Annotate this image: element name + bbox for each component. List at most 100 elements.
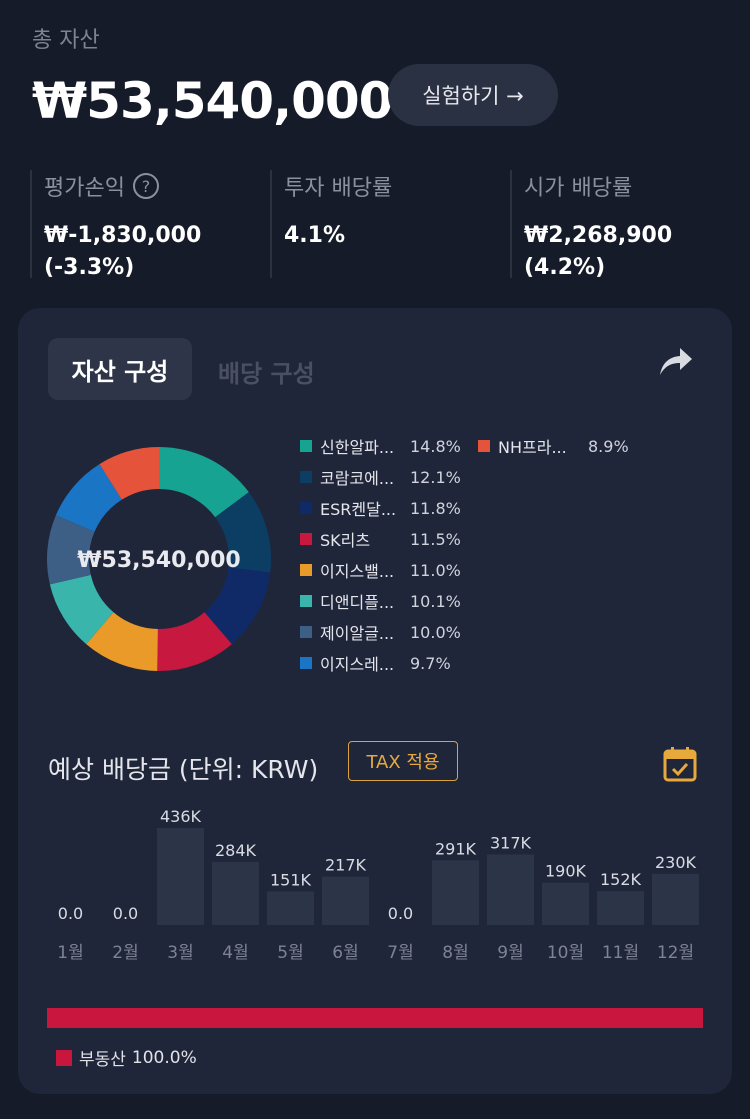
monthly-dividend-chart: 0.0 1월 0.0 2월 436K 3월 284K 4월 151K 5월 217K 6월 0.0 7월 2… [57, 807, 699, 963]
donut-slice-8[interactable] [99, 447, 159, 500]
legend-item: 디앤디플... 10.1% [300, 589, 461, 613]
legend-pct: 10.1% [410, 591, 461, 611]
legend-item: 이지스밸... 11.0% [300, 558, 461, 582]
sector-allocation-bar [47, 1008, 703, 1028]
stat-value: 4.1% [284, 223, 346, 248]
legend-pct: 11.5% [410, 529, 461, 549]
total-assets-value: ₩53,540,000 [32, 72, 393, 130]
dividend-bar[interactable] [542, 882, 589, 925]
legend-swatch [478, 440, 490, 452]
legend-swatch [300, 533, 312, 545]
sector-legend: 부동산 100.0% [56, 1045, 197, 1070]
month-label: 5월 [277, 943, 303, 963]
month-label: 1월 [57, 943, 83, 963]
share-icon[interactable] [658, 346, 694, 378]
legend-name: 디앤디플... [320, 593, 395, 612]
donut-center-value: ₩53,540,000 [77, 548, 241, 573]
donut-slice-0[interactable] [159, 447, 249, 518]
dividend-value-label: 152K [600, 870, 642, 889]
legend-name: 제이알글... [320, 624, 395, 643]
legend-pct: 14.8% [410, 436, 461, 456]
month-label: 9월 [497, 943, 523, 963]
legend-item: 제이알글... 10.0% [300, 620, 461, 644]
dividend-value-label: 0.0 [388, 904, 413, 923]
stat-label: 시가 배당률 [524, 176, 633, 201]
donut-slice-6[interactable] [47, 515, 95, 585]
legend-name: SK리츠 [320, 531, 371, 550]
legend-name: ESR켄달... [320, 500, 397, 519]
dividend-bar[interactable] [432, 860, 479, 925]
stat-label: 평가손익 [44, 176, 125, 201]
tab-dividend-composition[interactable]: 배당 구성 [218, 360, 315, 388]
asset-donut-chart [47, 447, 271, 671]
dividend-bar[interactable] [267, 891, 314, 925]
legend-pct: 11.8% [410, 498, 461, 518]
stat-market-yield: 시가 배당률 ₩2,268,900 (4.2%) [510, 170, 750, 280]
stat-investment-yield: 투자 배당률 4.1% [270, 170, 510, 278]
sector-label: 부동산 [79, 1050, 126, 1070]
portfolio-card: 자산 구성 배당 구성 ₩53,540,000 신한알파... 14.8% 코람코에… [18, 308, 732, 1094]
legend-name: 코람코에... [320, 469, 395, 488]
tax-applied-toggle[interactable]: TAX 적용 [348, 741, 458, 781]
donut-slice-4[interactable] [86, 612, 158, 671]
dividend-value-label: 284K [215, 841, 257, 860]
stat-value: ₩2,268,900 (4.2%) [524, 223, 673, 280]
legend-pct: 8.9% [588, 436, 629, 456]
dividend-section-title: 예상 배당금 (단위: KRW) [48, 755, 319, 784]
donut-slice-3[interactable] [157, 612, 232, 671]
calendar-icon[interactable] [663, 746, 697, 782]
legend-item: 신한알파... 14.8% [300, 434, 461, 458]
sector-pct: 100.0% [131, 1047, 197, 1068]
sector-swatch [56, 1049, 72, 1066]
donut-slice-1[interactable] [215, 492, 271, 573]
question-icon[interactable]: ? [132, 173, 159, 199]
dividend-value-label: 230K [655, 853, 697, 872]
dividend-bar[interactable] [322, 876, 369, 925]
month-label: 8월 [442, 943, 468, 963]
legend-swatch [300, 564, 312, 576]
legend-swatch [300, 440, 312, 452]
legend-item: NH프라... 8.9% [478, 434, 629, 458]
dividend-value-label: 0.0 [113, 904, 138, 923]
legend-pct: 9.7% [410, 653, 451, 673]
legend-swatch [300, 657, 312, 669]
donut-slice-2[interactable] [204, 567, 271, 645]
month-label: 12월 [657, 943, 694, 963]
month-label: 6월 [332, 943, 358, 963]
dividend-bar[interactable] [597, 891, 644, 925]
dividend-bar[interactable] [652, 873, 699, 925]
legend-swatch [300, 595, 312, 607]
stat-label: 투자 배당률 [284, 176, 393, 201]
dividend-value-label: 436K [160, 807, 202, 826]
legend-item: 코람코에... 12.1% [300, 465, 461, 489]
stat-unrealized-pnl: 평가손익 ? ₩-1,830,000 (-3.3%) [30, 170, 270, 280]
dividend-bar[interactable] [157, 828, 204, 925]
donut-slice-7[interactable] [55, 464, 122, 532]
month-label: 7월 [387, 943, 413, 963]
dividend-value-label: 0.0 [58, 904, 83, 923]
month-label: 3월 [167, 943, 193, 963]
legend-pct: 12.1% [410, 467, 461, 487]
dividend-value-label: 190K [545, 862, 587, 881]
stat-value: ₩-1,830,000 (-3.3%) [44, 223, 202, 280]
month-label: 11월 [602, 943, 639, 963]
experiment-button[interactable]: 실험하기 → [388, 64, 558, 126]
dividend-value-label: 317K [490, 833, 532, 852]
legend-name: NH프라... [498, 438, 567, 457]
legend-swatch [300, 626, 312, 638]
dividend-bar[interactable] [487, 854, 534, 925]
month-label: 2월 [112, 943, 138, 963]
donut-slice-5[interactable] [49, 574, 114, 645]
legend-name: 이지스밸... [320, 562, 395, 581]
dividend-value-label: 217K [325, 856, 367, 875]
legend-item: ESR켄달... 11.8% [300, 496, 461, 520]
legend-name: 신한알파... [320, 438, 395, 457]
legend-item: SK리츠 11.5% [300, 527, 461, 551]
dividend-bar[interactable] [212, 861, 259, 925]
legend-item: 이지스레... 9.7% [300, 651, 451, 675]
total-assets-label: 총 자산 [32, 28, 100, 53]
legend-name: 이지스레... [320, 655, 395, 674]
tab-asset-composition[interactable]: 자산 구성 [48, 338, 192, 400]
dividend-value-label: 291K [435, 839, 477, 858]
